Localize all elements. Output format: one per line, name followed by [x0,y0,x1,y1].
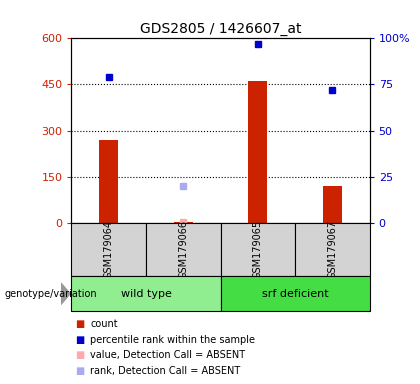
FancyBboxPatch shape [71,276,220,311]
FancyBboxPatch shape [295,223,370,276]
Bar [174,222,192,223]
Text: ■: ■ [75,319,84,329]
FancyBboxPatch shape [71,223,146,276]
Text: ■: ■ [75,366,84,376]
Text: GSM179067: GSM179067 [327,220,337,279]
Text: wild type: wild type [121,289,171,299]
Polygon shape [61,283,70,305]
Text: genotype/variation: genotype/variation [4,289,97,299]
Text: rank, Detection Call = ABSENT: rank, Detection Call = ABSENT [90,366,241,376]
Text: ■: ■ [75,350,84,360]
Title: GDS2805 / 1426607_at: GDS2805 / 1426607_at [140,22,301,36]
Bar [100,140,118,223]
Text: GSM179065: GSM179065 [253,220,263,279]
Text: value, Detection Call = ABSENT: value, Detection Call = ABSENT [90,350,245,360]
Text: GSM179066: GSM179066 [178,220,188,279]
Text: srf deficient: srf deficient [262,289,328,299]
FancyBboxPatch shape [220,223,295,276]
Text: GSM179064: GSM179064 [104,220,114,279]
Text: count: count [90,319,118,329]
Bar [249,81,267,223]
Text: percentile rank within the sample: percentile rank within the sample [90,335,255,345]
Text: ■: ■ [75,335,84,345]
FancyBboxPatch shape [146,223,220,276]
FancyBboxPatch shape [220,276,370,311]
Bar [323,186,341,223]
